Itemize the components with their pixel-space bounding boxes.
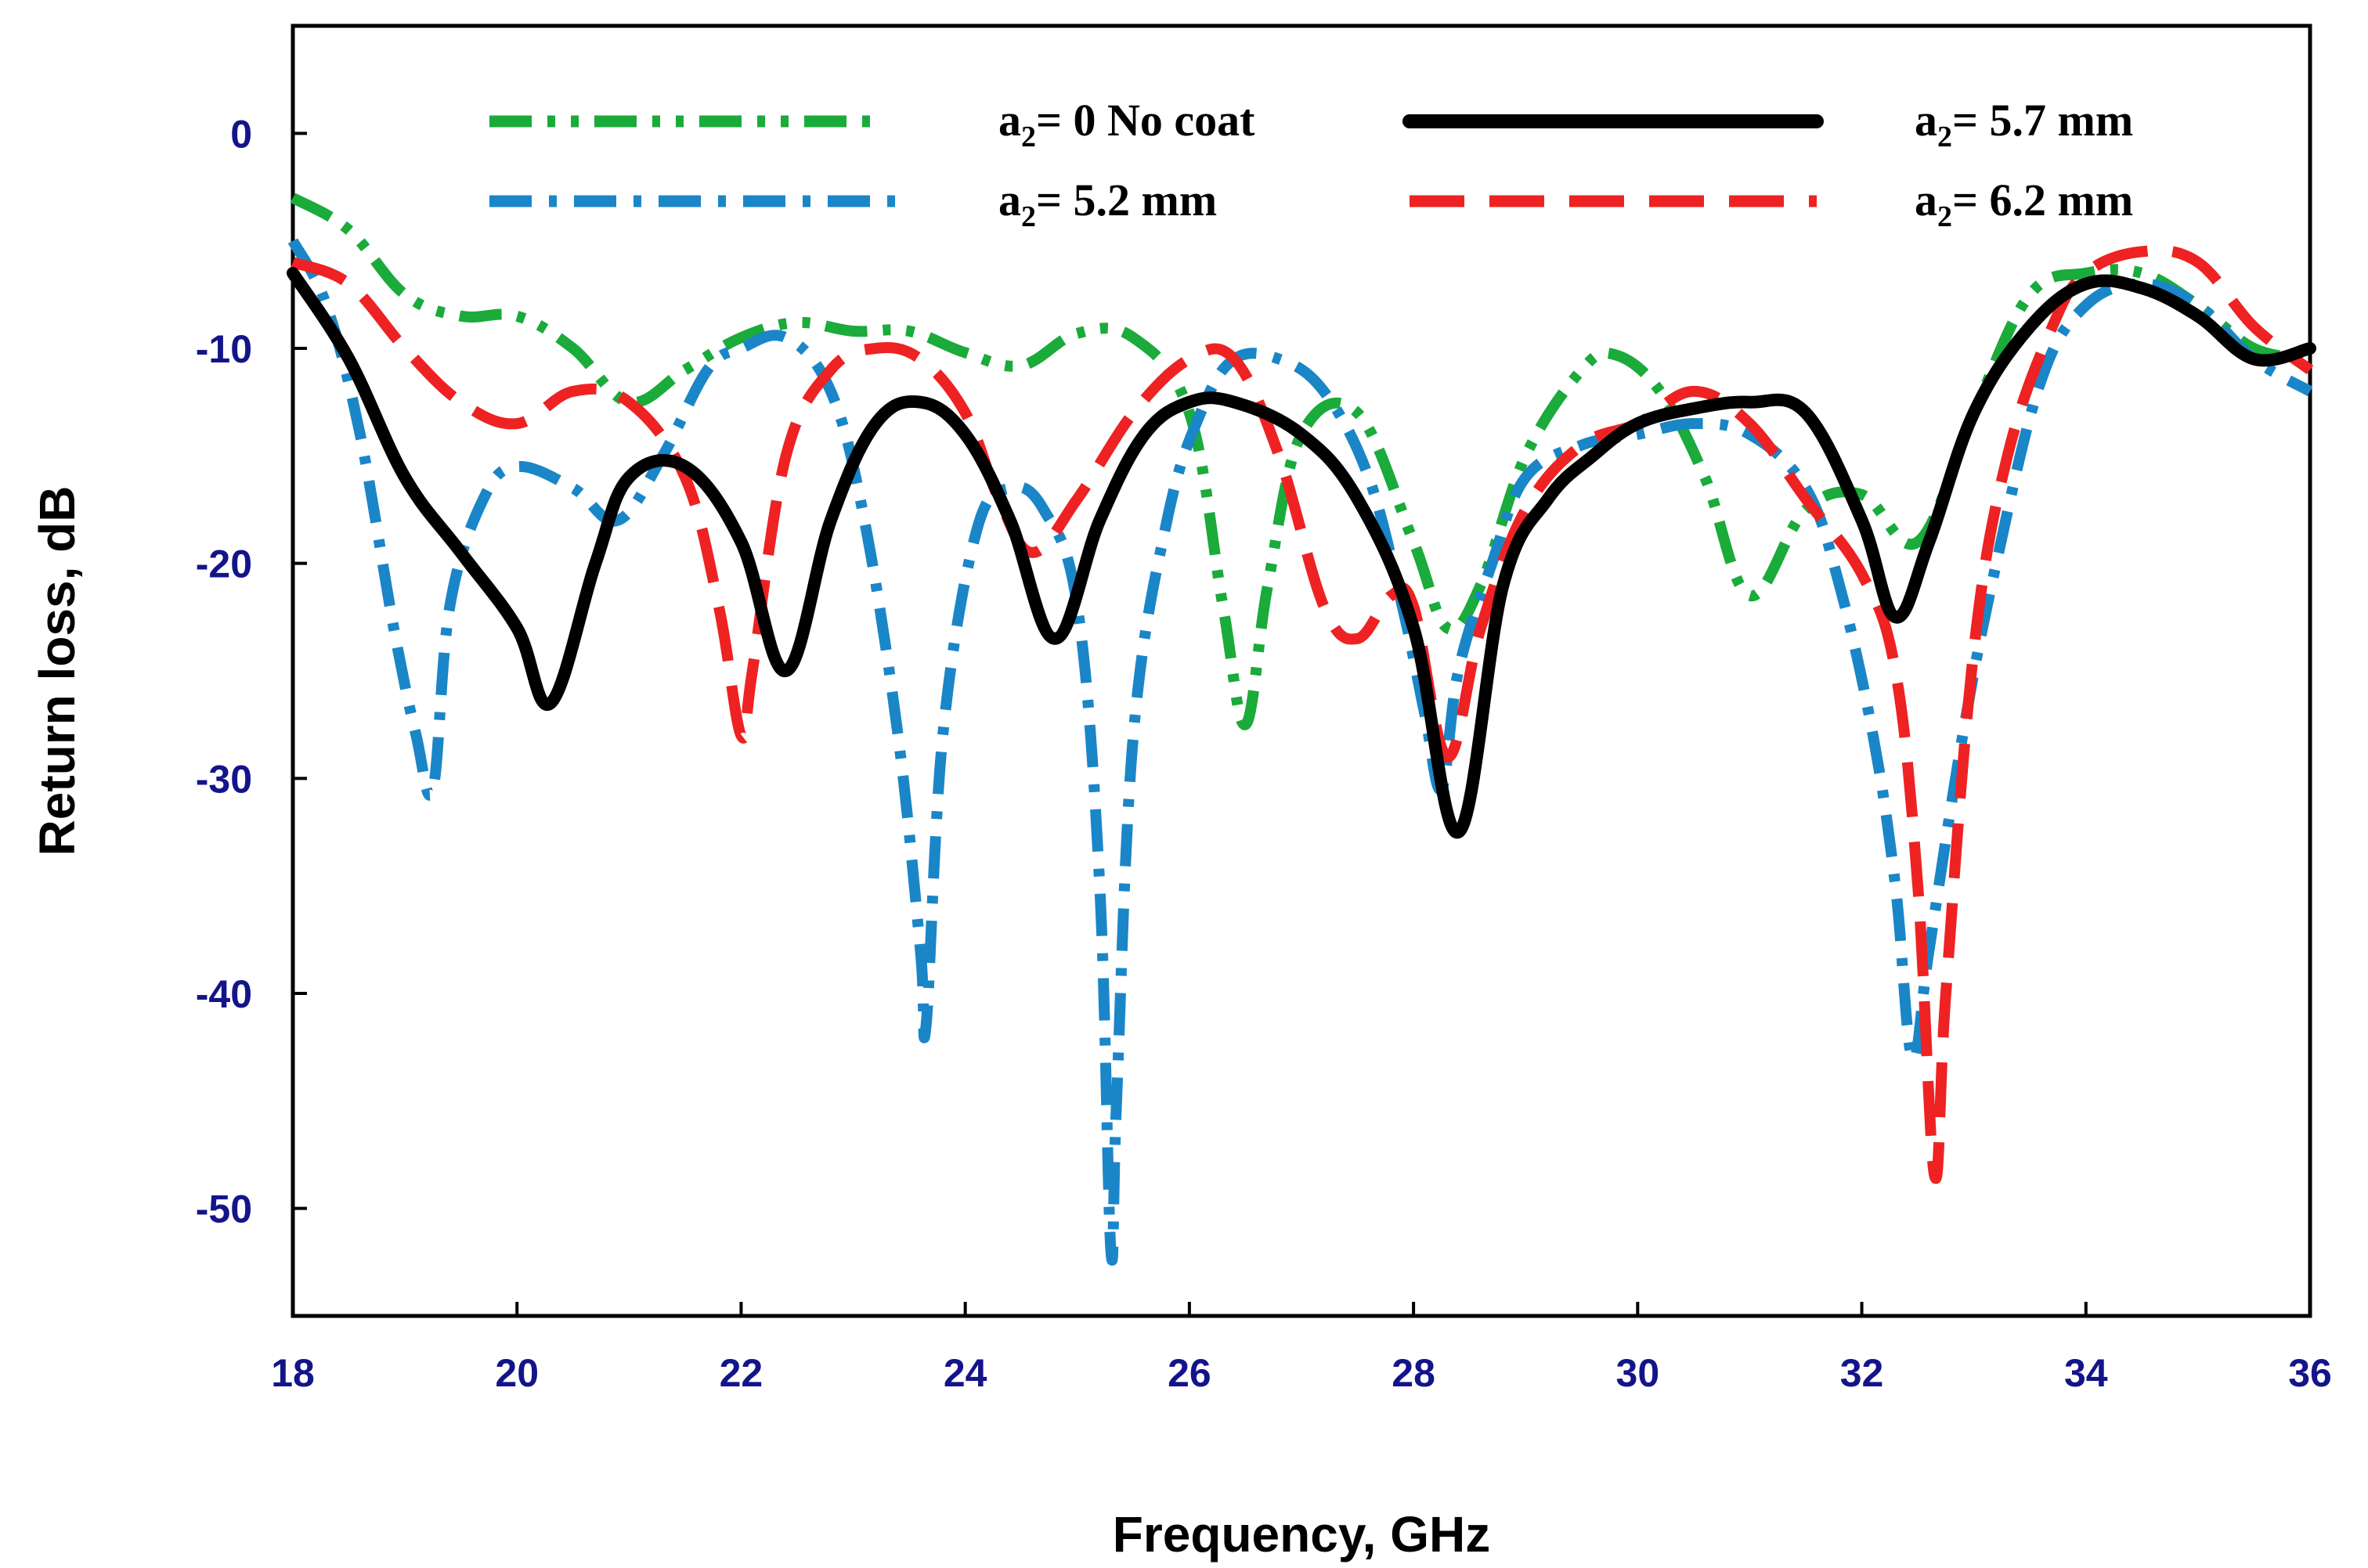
x-tick-label: 36 [2288,1351,2332,1395]
legend-label-4: a2= 6.2 mm [1915,175,2133,233]
y-tick-label: -10 [196,327,252,371]
legend-label-rest: = 5.7 mm [1952,95,2133,146]
x-tick-label: 26 [1168,1351,1211,1395]
x-tick-label: 30 [1616,1351,1660,1395]
series-line-3 [287,238,2313,1266]
x-tick-label: 28 [1392,1351,1435,1395]
y-tick-label: -40 [196,972,252,1016]
x-axis-title: Frequency, GHz [1113,1506,1490,1563]
legend-label-main: a [1915,95,1937,146]
legend-label-main: a [1915,175,1937,225]
legend-label-rest: = 5.2 mm [1036,175,1217,225]
series-layer [287,193,2316,1266]
legend-label-subscript: 2 [1937,121,1952,153]
legend-label-3: a2= 5.2 mm [998,175,1217,233]
legend-label-subscript: 2 [1021,200,1036,233]
x-tick-label: 18 [271,1351,315,1395]
legend-label-2: a2= 5.7 mm [1915,95,2133,153]
series-line-2 [287,266,2316,839]
series-line-4 [291,244,2314,1184]
legend-label-rest: = 6.2 mm [1952,175,2133,225]
legend-label-subscript: 2 [1937,200,1952,233]
legend-label-1: a2= 0 No coat [998,95,1255,153]
x-tick-label: 24 [944,1351,987,1395]
y-tick-label: 0 [230,112,252,156]
legend-label-main: a [998,95,1021,146]
y-axis-title: Return loss, dB [29,486,85,856]
legend-label-main: a [998,175,1021,225]
y-tick-label: -50 [196,1188,252,1231]
x-tick-label: 34 [2064,1351,2108,1395]
legend-label-rest: = 0 No coat [1036,95,1255,146]
legend-label-subscript: 2 [1021,121,1036,153]
y-tick-label: -30 [196,757,252,801]
x-tick-label: 22 [720,1351,763,1395]
x-axis-ticks: 18 20 22 24 26 28 30 32 34 36 [271,1302,2332,1395]
y-tick-label: -20 [196,542,252,586]
x-tick-label: 32 [1840,1351,1884,1395]
x-tick-label: 20 [495,1351,539,1395]
series-line-1 [290,193,2312,730]
y-axis-ticks: 0 -10 -20 -30 -40 -50 [196,112,307,1231]
